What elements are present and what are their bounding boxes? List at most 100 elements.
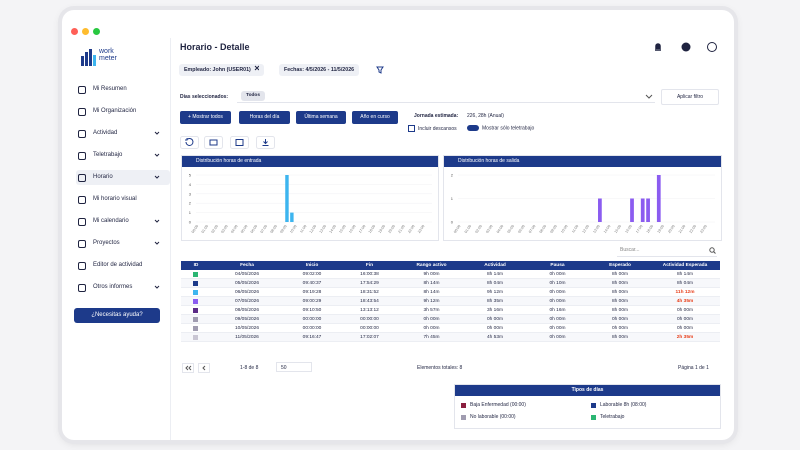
table-cell: 09:10:50	[302, 308, 322, 313]
help-button[interactable]: ¿Necesitas ayuda?	[74, 308, 160, 323]
close-dot[interactable]	[71, 28, 78, 35]
action-button[interactable]: Año en curso	[352, 111, 398, 124]
days-chip[interactable]: Todos	[241, 91, 266, 101]
nav-item[interactable]: Teletrabajo	[76, 148, 170, 163]
legend-label: Baja Enfermedad (00:00)	[470, 402, 526, 408]
estimate-value: 226, 28h (Anual)	[467, 113, 504, 119]
nav-label: Mi Organización	[93, 108, 137, 114]
page-title: Horario - Detalle	[180, 42, 250, 52]
nav-item[interactable]: Horario	[76, 170, 170, 185]
x-tick-label: 13:00	[319, 224, 327, 234]
table-cell: 16:00:38	[360, 272, 379, 277]
chart-title: Distribución horas de entrada	[182, 156, 438, 167]
nav-label: Proyectos	[93, 240, 120, 246]
x-tick-label: 04:00	[496, 224, 504, 234]
x-tick-label: 00:00	[191, 224, 199, 234]
nav-label: Actividad	[93, 130, 118, 136]
nav-item[interactable]: Actividad	[76, 126, 170, 141]
x-tick-label: 10:00	[289, 224, 297, 234]
action-button[interactable]: Horas del día	[239, 111, 290, 124]
x-tick-label: 11:00	[299, 224, 307, 233]
action-button[interactable]: Última semana	[296, 111, 346, 124]
estimate-label: Jornada estimada:	[414, 113, 459, 119]
column-header: Esperado	[609, 263, 631, 268]
y-tick-label: 2	[189, 201, 192, 206]
logo-icon	[81, 49, 96, 66]
x-tick-label: 01:00	[464, 224, 472, 234]
table-button[interactable]	[204, 136, 223, 149]
search-box[interactable]: Buscar...	[617, 245, 717, 257]
icon-shape	[78, 218, 86, 226]
nav-item[interactable]: Mi Resumen	[76, 82, 170, 97]
table-cell: 11h 12m	[675, 290, 695, 295]
nav-item[interactable]: Editor de actividad	[76, 258, 170, 273]
table-cell: 17:02:07	[360, 335, 379, 340]
legend-label: Teletrabajo	[600, 414, 625, 420]
include-breaks[interactable]: Incluir descansos	[408, 125, 457, 132]
chart-title: Distribución horas de salida	[444, 156, 721, 167]
table-row	[181, 270, 720, 279]
nav-item[interactable]: Mi horario visual	[76, 192, 170, 207]
bar	[630, 198, 634, 222]
table-cell: 0h 00m	[423, 326, 440, 331]
icon-shape	[78, 196, 86, 204]
help-icon[interactable]	[681, 42, 691, 52]
x-tick-label: 12:00	[582, 224, 590, 234]
minimize-dot[interactable]	[82, 28, 89, 35]
x-tick-label: 13:00	[592, 224, 600, 234]
table-cell: 3h 57m	[423, 308, 440, 313]
icon-shape	[78, 240, 86, 248]
table-cell: 0h 10m	[549, 281, 566, 286]
nav-label: Mi calendario	[93, 218, 129, 224]
nav-item[interactable]: Otros informes	[76, 280, 170, 295]
nav-icon	[78, 130, 86, 138]
nav-item[interactable]: Proyectos	[76, 236, 170, 251]
employee-filter[interactable]: Empleado: John (USER01)	[179, 64, 264, 76]
user-icon[interactable]	[707, 42, 717, 52]
table-cell: 8h 00m	[612, 290, 628, 295]
y-tick-label: 0	[451, 220, 454, 225]
chevron-path	[154, 285, 160, 289]
pager-arrows	[182, 363, 210, 373]
app-window: work meter ¿Necesitas ayuda? Mi Resumen Mi…	[62, 10, 734, 440]
chevron	[154, 241, 160, 245]
days-label: Días seleccionados:	[180, 94, 229, 100]
bar	[646, 198, 650, 222]
bar	[598, 198, 602, 222]
column-header: Actividad	[484, 263, 506, 268]
table-cell: 8h 14m	[677, 272, 693, 277]
first-page[interactable]	[182, 363, 194, 373]
table-cell: 10/05/2026	[234, 326, 259, 331]
x-tick-label: 19:00	[378, 224, 386, 234]
table-cell: 0h 00m	[549, 272, 566, 277]
prev-page[interactable]	[198, 363, 210, 373]
chevron	[154, 153, 160, 157]
table-cell: 8h 35m	[487, 299, 503, 304]
apply-filter-button[interactable]: Aplicar filtro	[661, 89, 719, 105]
only-remote-toggle[interactable]: Mostrar sólo teletrabajo	[467, 125, 534, 131]
bell-icon[interactable]	[655, 43, 661, 51]
action-button[interactable]: + Mostrar todos	[180, 111, 231, 124]
legend-swatch	[591, 403, 596, 408]
chart: 0 1 2 00:00 01:00 02:00 03:00 04:00 05:00 06:00 07…	[451, 173, 715, 234]
table-cell: 07/05/2026	[234, 299, 259, 304]
x-tick-label: 01:00	[201, 224, 209, 234]
filter-icon[interactable]	[376, 66, 384, 74]
page-size-select[interactable]: 50	[276, 362, 312, 372]
maximize-dot[interactable]	[93, 28, 100, 35]
x-tick-label: 15:00	[338, 224, 346, 234]
nav-item[interactable]: Mi calendario	[76, 214, 170, 229]
chart: 0 1 2 3 4 5 00:00 01:00 02:00 03:00 04:00 05:00 06:0…	[189, 173, 432, 234]
date-filter[interactable]: Fechas: 4/5/2026 - 11/5/2026	[279, 64, 360, 76]
chevron	[154, 175, 160, 179]
days-select[interactable]: Todos	[237, 90, 655, 103]
remove-icon[interactable]	[251, 65, 260, 71]
table-cell: 8h 14m	[487, 272, 503, 277]
icon-shape	[78, 262, 86, 270]
x-tick-label: 02:00	[211, 224, 219, 234]
nav-item[interactable]: Mi Organización	[76, 104, 170, 119]
chevron-path	[154, 241, 160, 245]
calendar-button[interactable]	[230, 136, 249, 149]
x-tick-label: 21:00	[678, 224, 686, 234]
x-tick-label: 05:00	[240, 224, 248, 234]
